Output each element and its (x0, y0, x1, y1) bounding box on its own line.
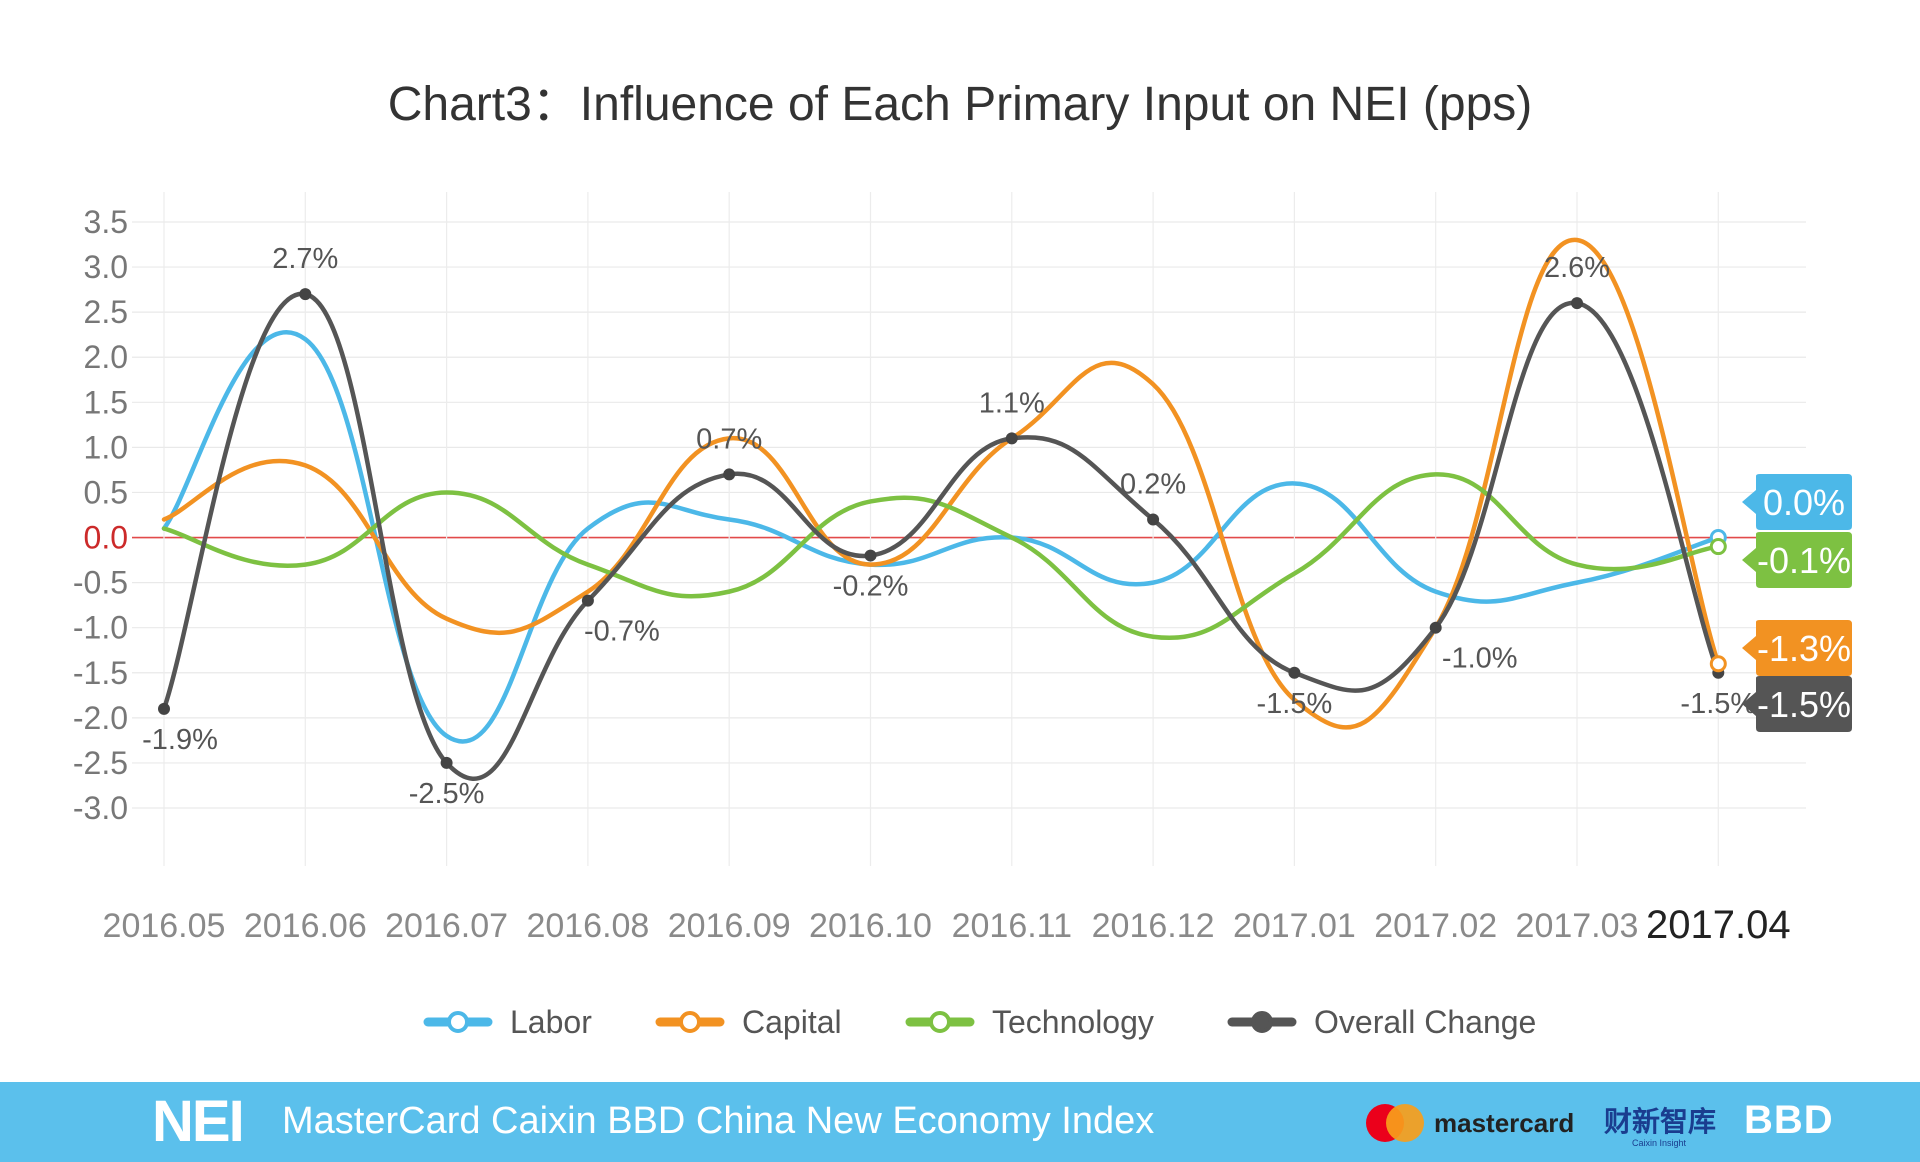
end-value-tags: 0.0% -0.1% -1.3% -1.5% (1742, 474, 1852, 732)
y-tick-label: -2.0 (73, 700, 128, 736)
legend-item-labor: Labor (423, 1004, 592, 1040)
end-tag-label: -1.5% (1757, 684, 1851, 725)
legend-item-overall-change: Overall Change (1227, 1004, 1536, 1040)
grid (132, 192, 1806, 866)
data-label: -1.5% (1257, 688, 1333, 720)
caixin-sublabel: Caixin Insight (1632, 1138, 1687, 1148)
series-lines (161, 237, 1721, 781)
x-tick-label: 2016.06 (244, 907, 367, 945)
series-line-technology (161, 472, 1721, 641)
footer-banner: NEI MasterCard Caixin BBD China New Econ… (0, 1082, 1920, 1162)
end-tag: -0.1% (1742, 532, 1852, 588)
x-tick-label: 2017.02 (1374, 907, 1497, 945)
x-axis-ticks: 2016.05 2016.06 2016.07 2016.08 2016.09 2016.… (103, 903, 1791, 947)
x-tick-label: 2017.04 (1646, 903, 1791, 947)
data-label: 2.7% (272, 243, 338, 275)
chart-title: Chart3：Influence of Each Primary Input o… (388, 78, 1533, 131)
y-tick-label: 1.0 (84, 429, 128, 465)
data-label: -1.0% (1442, 643, 1518, 675)
legend-item-technology: Technology (905, 1004, 1154, 1040)
legend: Labor Capital Technology Overall Change (423, 1004, 1536, 1040)
x-tick-label: 2017.03 (1516, 907, 1639, 945)
data-point (1288, 666, 1301, 679)
y-tick-label: 0.0 (84, 520, 128, 556)
data-points (158, 288, 1727, 769)
end-tag-shape (1742, 532, 1852, 588)
data-label: 0.7% (696, 423, 762, 455)
mastercard-logo: mastercard (1366, 1104, 1574, 1144)
data-point (581, 594, 594, 607)
y-tick-label: 2.5 (84, 294, 128, 330)
end-tag: -1.3% (1742, 620, 1852, 676)
data-label: -2.5% (409, 778, 485, 810)
end-tag-label: 0.0% (1763, 482, 1845, 523)
data-labels: -1.9% 2.7% -2.5% -0.7% 0.7% -0.2% 1.1% 0.2% -1.5… (142, 243, 1756, 810)
x-tick-label: 2016.11 (952, 907, 1072, 945)
legend-swatch-marker (447, 1011, 469, 1033)
legend-label: Capital (742, 1004, 842, 1040)
end-tag-label: -1.3% (1757, 628, 1851, 669)
legend-swatch-marker (929, 1011, 951, 1033)
y-tick-label: 3.5 (84, 204, 128, 240)
end-marker (1709, 655, 1727, 673)
series-line-overall-change (161, 291, 1721, 781)
x-tick-label: 2016.07 (385, 907, 508, 945)
end-tag-shape (1742, 676, 1852, 732)
y-tick-label: -1.5 (73, 655, 128, 691)
legend-item-capital: Capital (655, 1004, 842, 1040)
end-tag-shape (1742, 620, 1852, 676)
nei-logo: NEI (152, 1089, 245, 1154)
data-point (299, 288, 312, 301)
chart-plot: Chart3：Influence of Each Primary Input o… (73, 78, 1852, 1040)
y-tick-label: 2.0 (84, 339, 128, 375)
y-tick-label: -0.5 (73, 565, 128, 601)
end-tag: -1.5% (1742, 676, 1852, 732)
data-point (864, 549, 877, 562)
data-point (723, 468, 736, 481)
legend-label: Technology (992, 1004, 1154, 1040)
data-point (1005, 432, 1018, 445)
legend-swatch-marker (1251, 1011, 1273, 1033)
x-tick-label: 2016.12 (1092, 907, 1215, 945)
footer-subtitle: MasterCard Caixin BBD China New Economy … (282, 1100, 1155, 1142)
series-line-capital (161, 237, 1721, 730)
data-label: 0.2% (1120, 469, 1186, 501)
data-point (1571, 297, 1583, 310)
data-label: -1.9% (142, 724, 218, 756)
x-tick-label: 2016.05 (103, 907, 226, 945)
y-tick-label: 3.0 (84, 249, 128, 285)
data-point (440, 756, 453, 769)
bbd-logo: BBD (1744, 1098, 1834, 1142)
data-label: -0.2% (833, 571, 909, 603)
y-axis-ticks: 3.5 3.0 2.5 2.0 1.5 1.0 0.5 0.0 -0.5 -1.0 -1.5 -2.0… (73, 204, 128, 826)
y-tick-label: -1.0 (73, 610, 128, 646)
data-point (1147, 513, 1160, 526)
data-point (1429, 621, 1442, 634)
data-point (158, 702, 170, 715)
end-marker (1709, 538, 1727, 556)
x-tick-label: 2016.10 (809, 907, 932, 945)
x-tick-label: 2016.09 (668, 907, 791, 945)
legend-swatch-marker (679, 1011, 701, 1033)
x-tick-label: 2017.01 (1233, 907, 1356, 945)
mastercard-wordmark: mastercard (1434, 1108, 1575, 1138)
y-tick-label: 0.5 (84, 474, 128, 510)
x-tick-label: 2016.08 (526, 907, 649, 945)
end-tag-shape (1742, 474, 1852, 530)
y-tick-label: -3.0 (73, 790, 128, 826)
end-tag-label: -0.1% (1757, 540, 1851, 581)
mastercard-orange-circle-icon (1386, 1104, 1424, 1142)
data-label: -0.7% (584, 616, 660, 648)
legend-label: Labor (510, 1004, 592, 1040)
y-tick-label: 1.5 (84, 384, 128, 420)
data-label: 1.1% (979, 387, 1045, 419)
end-tag: 0.0% (1742, 474, 1852, 530)
caixin-logo: 财新智库 (1604, 1105, 1717, 1138)
y-tick-label: -2.5 (73, 745, 128, 781)
data-label: 2.6% (1544, 252, 1610, 284)
legend-label: Overall Change (1314, 1004, 1536, 1040)
